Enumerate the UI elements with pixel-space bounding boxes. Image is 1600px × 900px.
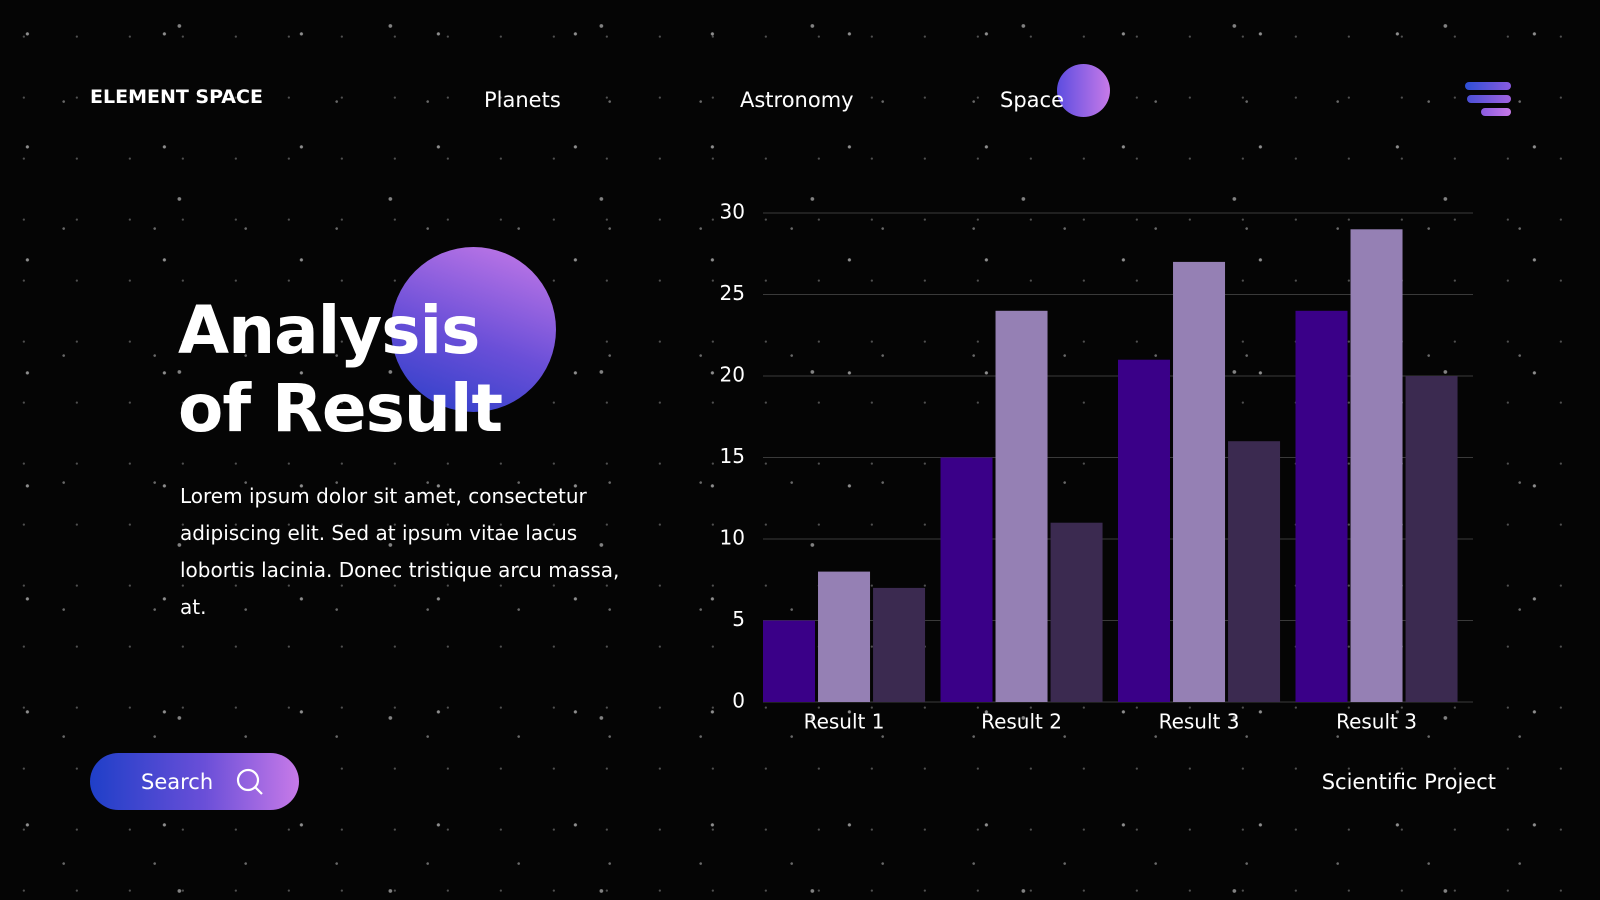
title-line: Analysis	[178, 292, 480, 369]
title-line: of Result	[178, 370, 503, 447]
y-tick-label: 15	[720, 444, 745, 468]
y-tick-label: 25	[720, 281, 745, 305]
search-button[interactable]: Search	[90, 753, 299, 810]
button-label: Search	[141, 769, 214, 794]
y-tick-label: 5	[732, 607, 745, 631]
hero-title: Analysis of Result	[178, 292, 503, 448]
bar	[940, 457, 993, 702]
bar	[1050, 522, 1103, 702]
x-tick-label: Result 1	[804, 710, 885, 734]
menu-bar	[1465, 82, 1511, 90]
bar	[1228, 441, 1281, 702]
menu-bar	[1467, 95, 1511, 103]
y-tick-label: 20	[720, 363, 745, 387]
x-tick-label: Result 3	[1336, 710, 1417, 734]
bar	[763, 620, 816, 702]
nav-link[interactable]: Astronomy	[740, 88, 854, 112]
menu-bar	[1481, 108, 1511, 116]
brand: ELEMENT SPACE	[90, 86, 263, 108]
y-tick-label: 10	[720, 526, 745, 550]
decor-circle	[1057, 64, 1110, 117]
bar	[1405, 376, 1458, 702]
hero-body: Lorem ipsum dolor sit amet, consectetur …	[180, 484, 620, 619]
decor-circle	[391, 247, 556, 412]
x-tick-label: Result 2	[981, 710, 1062, 734]
bar	[1350, 229, 1403, 703]
bar	[1173, 261, 1226, 702]
search-icon	[237, 768, 263, 795]
bar	[1118, 359, 1171, 702]
footer-label: Scientific Project	[1321, 770, 1496, 794]
y-tick-label: 0	[732, 689, 745, 713]
x-tick-label: Result 3	[1159, 710, 1240, 734]
y-tick-label: 30	[720, 200, 745, 224]
bar	[873, 587, 926, 702]
bar	[1295, 310, 1348, 702]
menu-icon[interactable]	[1465, 82, 1511, 124]
nav-link[interactable]: Planets	[484, 88, 561, 112]
bar	[818, 571, 871, 702]
bar	[995, 310, 1048, 702]
nav-link[interactable]: Space	[1000, 88, 1064, 112]
